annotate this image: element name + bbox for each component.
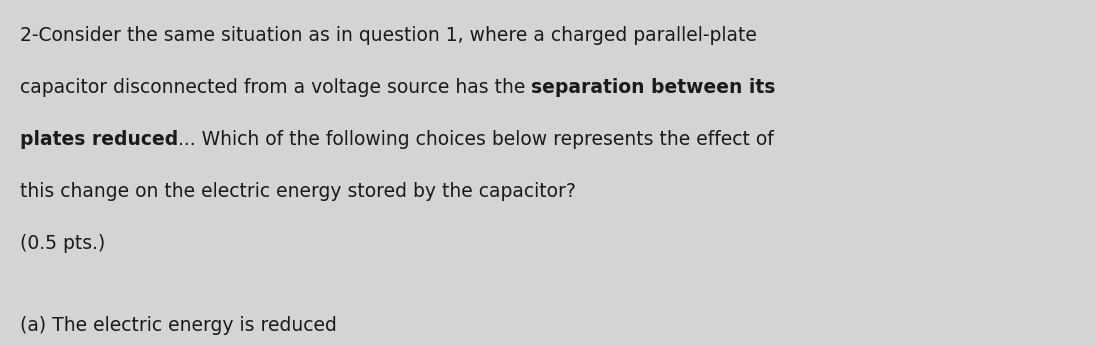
Text: 2-Consider the same situation as in question 1, where a charged parallel-plate: 2-Consider the same situation as in ques…: [20, 26, 757, 45]
Text: (a) The electric energy is reduced: (a) The electric energy is reduced: [20, 316, 336, 335]
Text: (0.5 pts.): (0.5 pts.): [20, 234, 105, 253]
Text: ... Which of the following choices below represents the effect of: ... Which of the following choices below…: [179, 130, 774, 149]
Text: this change on the electric energy stored by the capacitor?: this change on the electric energy store…: [20, 182, 575, 201]
Text: capacitor disconnected from a voltage source has the: capacitor disconnected from a voltage so…: [20, 78, 532, 97]
Text: plates reduced: plates reduced: [20, 130, 179, 149]
Text: separation between its: separation between its: [532, 78, 776, 97]
